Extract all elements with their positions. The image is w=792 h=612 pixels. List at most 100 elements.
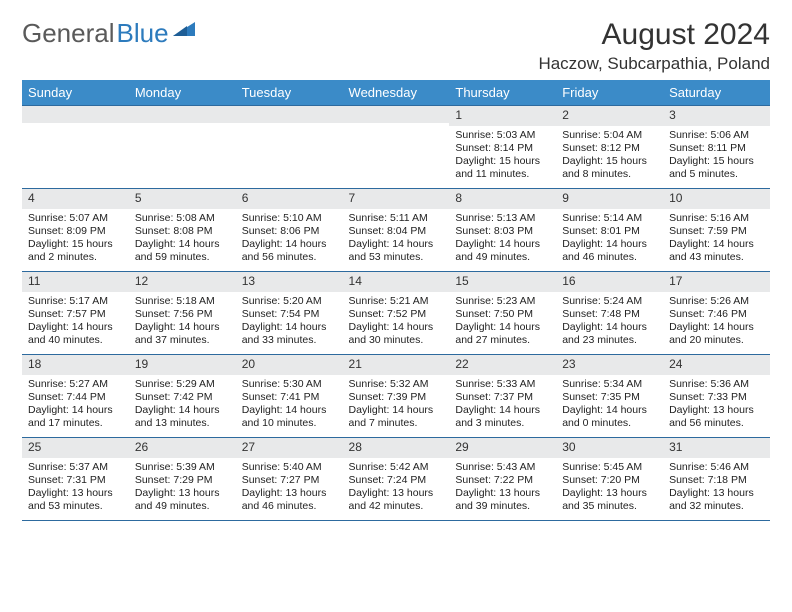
- day-ss: Sunset: 7:39 PM: [349, 391, 444, 404]
- day-ss: Sunset: 7:41 PM: [242, 391, 337, 404]
- day-cell: 24Sunrise: 5:36 AMSunset: 7:33 PMDayligh…: [663, 355, 770, 438]
- day-header-sun: Sunday: [22, 80, 129, 106]
- day-dl2: and 37 minutes.: [135, 334, 230, 347]
- day-body: Sunrise: 5:36 AMSunset: 7:33 PMDaylight:…: [663, 375, 770, 437]
- day-cell: 17Sunrise: 5:26 AMSunset: 7:46 PMDayligh…: [663, 272, 770, 355]
- day-ss: Sunset: 7:22 PM: [455, 474, 550, 487]
- day-sr: Sunrise: 5:21 AM: [349, 295, 444, 308]
- day-dl2: and 56 minutes.: [242, 251, 337, 264]
- day-sr: Sunrise: 5:17 AM: [28, 295, 123, 308]
- day-number: 7: [343, 189, 450, 209]
- day-body: Sunrise: 5:03 AMSunset: 8:14 PMDaylight:…: [449, 126, 556, 188]
- day-cell: 27Sunrise: 5:40 AMSunset: 7:27 PMDayligh…: [236, 438, 343, 521]
- day-ss: Sunset: 8:09 PM: [28, 225, 123, 238]
- day-dl2: and 35 minutes.: [562, 500, 657, 513]
- day-sr: Sunrise: 5:23 AM: [455, 295, 550, 308]
- day-cell: 30Sunrise: 5:45 AMSunset: 7:20 PMDayligh…: [556, 438, 663, 521]
- day-header-thu: Thursday: [449, 80, 556, 106]
- day-ss: Sunset: 8:06 PM: [242, 225, 337, 238]
- day-number: [236, 106, 343, 123]
- day-dl2: and 2 minutes.: [28, 251, 123, 264]
- day-body: Sunrise: 5:30 AMSunset: 7:41 PMDaylight:…: [236, 375, 343, 437]
- day-cell: 12Sunrise: 5:18 AMSunset: 7:56 PMDayligh…: [129, 272, 236, 355]
- day-ss: Sunset: 7:59 PM: [669, 225, 764, 238]
- day-cell: 22Sunrise: 5:33 AMSunset: 7:37 PMDayligh…: [449, 355, 556, 438]
- day-dl2: and 27 minutes.: [455, 334, 550, 347]
- day-ss: Sunset: 7:29 PM: [135, 474, 230, 487]
- day-header-mon: Monday: [129, 80, 236, 106]
- day-sr: Sunrise: 5:08 AM: [135, 212, 230, 225]
- day-ss: Sunset: 7:48 PM: [562, 308, 657, 321]
- logo-text-blue: Blue: [117, 18, 169, 49]
- day-number: 30: [556, 438, 663, 458]
- day-sr: Sunrise: 5:16 AM: [669, 212, 764, 225]
- day-dl1: Daylight: 14 hours: [669, 238, 764, 251]
- day-dl1: Daylight: 14 hours: [242, 321, 337, 334]
- day-body: Sunrise: 5:46 AMSunset: 7:18 PMDaylight:…: [663, 458, 770, 520]
- day-ss: Sunset: 7:33 PM: [669, 391, 764, 404]
- day-dl1: Daylight: 15 hours: [455, 155, 550, 168]
- day-dl2: and 23 minutes.: [562, 334, 657, 347]
- day-dl1: Daylight: 13 hours: [28, 487, 123, 500]
- day-dl1: Daylight: 14 hours: [455, 321, 550, 334]
- day-dl2: and 56 minutes.: [669, 417, 764, 430]
- header-row: GeneralBlue August 2024 Haczow, Subcarpa…: [22, 18, 770, 74]
- day-dl2: and 11 minutes.: [455, 168, 550, 181]
- day-dl2: and 46 minutes.: [242, 500, 337, 513]
- day-dl1: Daylight: 14 hours: [242, 404, 337, 417]
- day-dl1: Daylight: 14 hours: [349, 321, 444, 334]
- day-cell: 1Sunrise: 5:03 AMSunset: 8:14 PMDaylight…: [449, 106, 556, 189]
- day-cell: 2Sunrise: 5:04 AMSunset: 8:12 PMDaylight…: [556, 106, 663, 189]
- day-number: 9: [556, 189, 663, 209]
- week-row: 25Sunrise: 5:37 AMSunset: 7:31 PMDayligh…: [22, 438, 770, 521]
- day-header-row: Sunday Monday Tuesday Wednesday Thursday…: [22, 80, 770, 106]
- day-ss: Sunset: 7:37 PM: [455, 391, 550, 404]
- day-dl1: Daylight: 13 hours: [455, 487, 550, 500]
- day-number: 4: [22, 189, 129, 209]
- day-body: Sunrise: 5:37 AMSunset: 7:31 PMDaylight:…: [22, 458, 129, 520]
- day-body: [236, 123, 343, 185]
- day-cell: [22, 106, 129, 189]
- day-number: 3: [663, 106, 770, 126]
- day-cell: 7Sunrise: 5:11 AMSunset: 8:04 PMDaylight…: [343, 189, 450, 272]
- day-cell: 19Sunrise: 5:29 AMSunset: 7:42 PMDayligh…: [129, 355, 236, 438]
- day-body: Sunrise: 5:14 AMSunset: 8:01 PMDaylight:…: [556, 209, 663, 271]
- day-ss: Sunset: 7:42 PM: [135, 391, 230, 404]
- day-number: 14: [343, 272, 450, 292]
- day-dl1: Daylight: 13 hours: [669, 487, 764, 500]
- day-number: 25: [22, 438, 129, 458]
- day-sr: Sunrise: 5:14 AM: [562, 212, 657, 225]
- day-sr: Sunrise: 5:32 AM: [349, 378, 444, 391]
- day-body: [22, 123, 129, 185]
- day-dl1: Daylight: 14 hours: [135, 321, 230, 334]
- day-dl1: Daylight: 13 hours: [669, 404, 764, 417]
- day-number: [22, 106, 129, 123]
- day-cell: 15Sunrise: 5:23 AMSunset: 7:50 PMDayligh…: [449, 272, 556, 355]
- day-dl2: and 59 minutes.: [135, 251, 230, 264]
- day-dl1: Daylight: 15 hours: [28, 238, 123, 251]
- day-dl2: and 20 minutes.: [669, 334, 764, 347]
- day-number: 22: [449, 355, 556, 375]
- day-header-tue: Tuesday: [236, 80, 343, 106]
- calendar-table: Sunday Monday Tuesday Wednesday Thursday…: [22, 80, 770, 521]
- day-body: Sunrise: 5:10 AMSunset: 8:06 PMDaylight:…: [236, 209, 343, 271]
- day-number: 31: [663, 438, 770, 458]
- day-number: 1: [449, 106, 556, 126]
- day-body: Sunrise: 5:45 AMSunset: 7:20 PMDaylight:…: [556, 458, 663, 520]
- day-cell: 31Sunrise: 5:46 AMSunset: 7:18 PMDayligh…: [663, 438, 770, 521]
- day-cell: 28Sunrise: 5:42 AMSunset: 7:24 PMDayligh…: [343, 438, 450, 521]
- day-header-wed: Wednesday: [343, 80, 450, 106]
- day-body: Sunrise: 5:21 AMSunset: 7:52 PMDaylight:…: [343, 292, 450, 354]
- day-sr: Sunrise: 5:10 AM: [242, 212, 337, 225]
- day-cell: 6Sunrise: 5:10 AMSunset: 8:06 PMDaylight…: [236, 189, 343, 272]
- week-row: 18Sunrise: 5:27 AMSunset: 7:44 PMDayligh…: [22, 355, 770, 438]
- day-ss: Sunset: 8:01 PM: [562, 225, 657, 238]
- day-dl1: Daylight: 13 hours: [135, 487, 230, 500]
- day-dl1: Daylight: 14 hours: [562, 404, 657, 417]
- day-dl2: and 49 minutes.: [135, 500, 230, 513]
- day-dl1: Daylight: 14 hours: [562, 321, 657, 334]
- day-body: [129, 123, 236, 185]
- day-ss: Sunset: 7:52 PM: [349, 308, 444, 321]
- day-sr: Sunrise: 5:13 AM: [455, 212, 550, 225]
- day-number: 11: [22, 272, 129, 292]
